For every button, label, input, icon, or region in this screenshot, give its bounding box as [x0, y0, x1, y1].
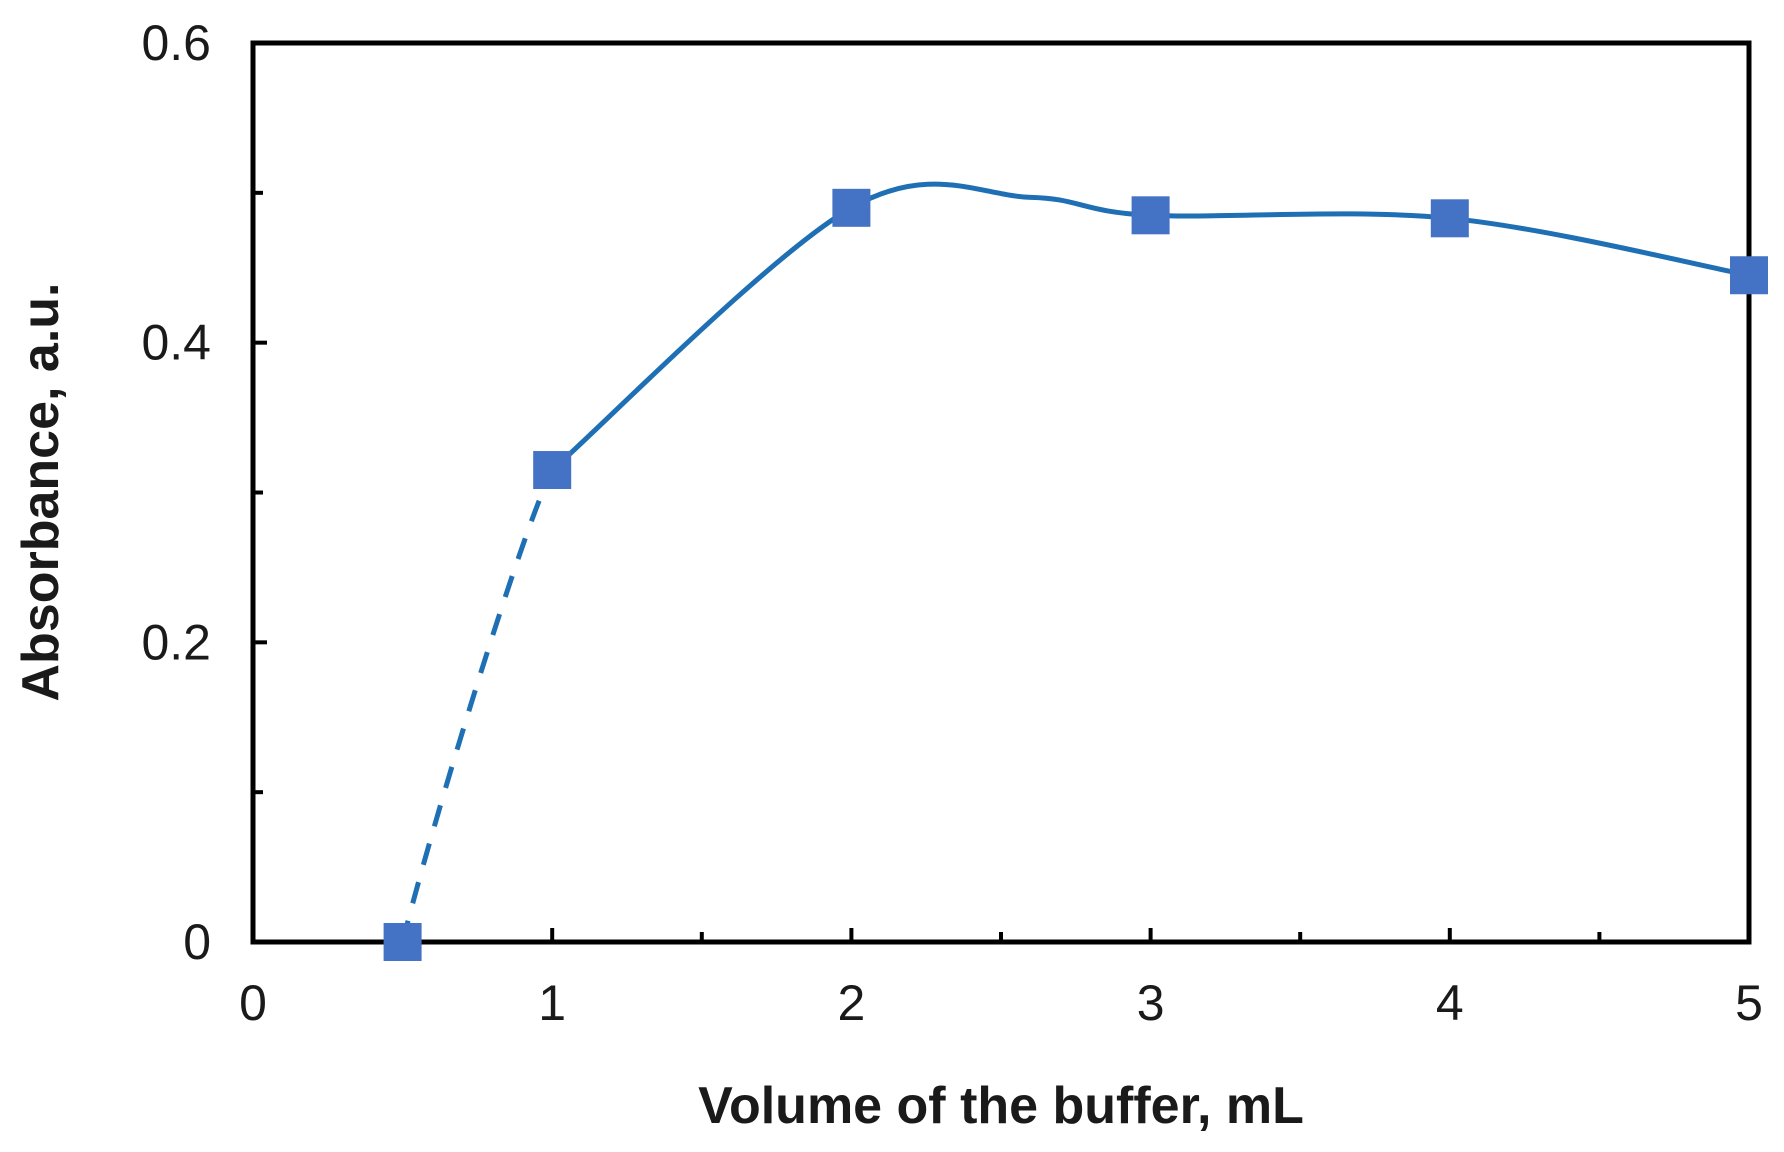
x-tick-label: 2 — [837, 975, 865, 1031]
y-axis-ticks — [253, 190, 267, 795]
fit-curve-dashed — [400, 468, 555, 943]
data-markers — [383, 188, 1768, 961]
x-tick-label: 3 — [1137, 975, 1165, 1031]
y-tick-label: 0.6 — [141, 15, 211, 71]
x-tick-label: 0 — [239, 975, 267, 1031]
y-axis-tick-labels: 0 0.2 0.4 0.6 — [141, 15, 211, 970]
y-tick-label: 0.2 — [141, 614, 211, 670]
data-point-marker — [1430, 199, 1469, 238]
x-tick-label: 5 — [1735, 975, 1763, 1031]
data-point-marker — [832, 188, 871, 227]
data-point-marker — [1730, 256, 1768, 295]
data-point-marker — [533, 451, 572, 490]
fit-curve — [400, 181, 1750, 943]
x-axis-tick-labels: 0 1 2 3 4 5 — [239, 975, 1763, 1031]
y-tick-label: 0.4 — [141, 315, 211, 371]
data-point-marker — [1131, 196, 1170, 235]
fit-curve-solid — [550, 181, 1750, 472]
data-point-marker — [383, 923, 422, 961]
x-tick-label: 4 — [1436, 975, 1464, 1031]
plot-frame — [250, 40, 1752, 945]
x-tick-label: 1 — [538, 975, 566, 1031]
x-axis-title: Volume of the buffer, mL — [698, 1077, 1304, 1135]
y-axis-title: Absorbance, a.u. — [12, 283, 70, 702]
y-tick-label: 0 — [183, 914, 211, 970]
